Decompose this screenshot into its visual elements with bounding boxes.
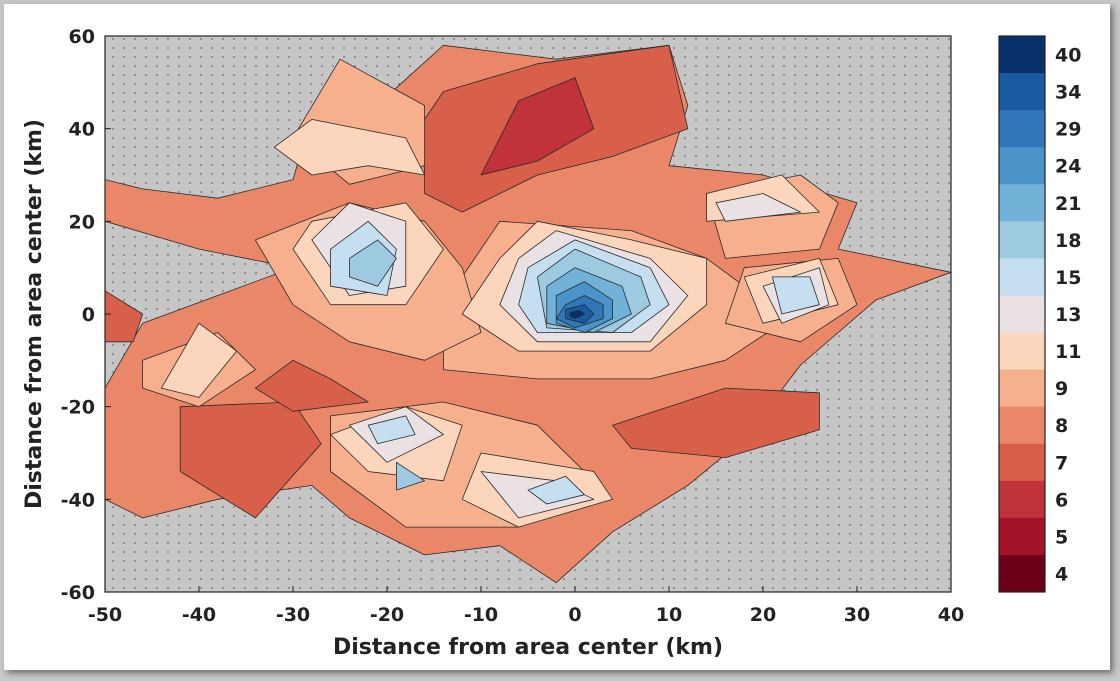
colorbar-swatch [999, 147, 1045, 185]
plot-area [104, 35, 952, 593]
contour-region-18 [348, 239, 397, 287]
colorbar-swatch [999, 443, 1045, 482]
colorbar-label: 18 [1055, 230, 1081, 252]
colorbar-label: 15 [1055, 267, 1081, 289]
contour-region-6 [480, 77, 595, 176]
contour-region-15 [527, 475, 585, 505]
contour-layer [105, 44, 951, 584]
x-tick-label: 10 [656, 604, 682, 626]
y-tick-label: 0 [82, 304, 95, 326]
y-tick-label: 40 [69, 119, 95, 141]
colorbar-swatch [999, 369, 1045, 408]
colorbar-border [998, 35, 1046, 593]
colorbar-swatch [999, 221, 1045, 259]
colorbar-label: 40 [1055, 45, 1081, 67]
y-tick-label: 20 [69, 211, 95, 233]
x-tick-label: -10 [464, 604, 498, 626]
y-tick-label: -60 [61, 582, 95, 604]
colorbar-swatch [999, 110, 1045, 148]
x-axis-label: Distance from area center (km) [333, 635, 723, 660]
x-tick-label: -20 [370, 604, 404, 626]
contour-region-11 [160, 322, 238, 398]
colorbar-label: 8 [1055, 415, 1068, 437]
y-tick-label: -40 [61, 489, 95, 511]
x-tick-label: 0 [568, 604, 581, 626]
colorbar-label: 4 [1055, 563, 1068, 585]
colorbar-swatch [999, 517, 1045, 556]
x-tick-label: -30 [276, 604, 310, 626]
contour-region-7 [612, 387, 820, 459]
x-tick-label: -40 [182, 604, 216, 626]
contour-region-11 [273, 119, 426, 176]
colorbar-label: 7 [1055, 452, 1068, 474]
contour-region-18 [395, 461, 426, 491]
contour-region-7 [179, 401, 322, 519]
colorbar-label: 9 [1055, 378, 1068, 400]
colorbar-swatch [999, 36, 1045, 74]
colorbar-swatch [999, 554, 1045, 593]
colorbar-swatch [999, 295, 1045, 334]
colorbar-label: 21 [1055, 193, 1081, 215]
contour-region-40 [569, 309, 585, 320]
x-tick-label: 30 [844, 604, 870, 626]
contour-region-7 [105, 290, 144, 343]
colorbar-swatch [999, 480, 1045, 519]
x-tick-label: 40 [938, 604, 964, 626]
contour-region-15 [367, 415, 416, 445]
colorbar: 40 34 29 24 21 18 15 13 11 9 8 7 6 5 4 [998, 35, 1081, 593]
colorbar-label: 24 [1055, 156, 1081, 178]
colorbar-label: 34 [1055, 82, 1081, 104]
colorbar-label: 6 [1055, 489, 1068, 511]
x-tick-label: 20 [750, 604, 776, 626]
colorbar-label: 29 [1055, 119, 1081, 141]
x-axis: -50 -40 -30 -20 -10 0 10 20 30 40 [88, 586, 964, 626]
y-axis-label: Distance from area center (km) [22, 119, 47, 509]
colorbar-swatch [999, 258, 1045, 296]
x-tick-label: -50 [88, 604, 122, 626]
y-tick-label: -20 [61, 397, 95, 419]
contour-region-15 [772, 276, 820, 315]
colorbar-label: 13 [1055, 304, 1081, 326]
contour-region-13 [715, 193, 801, 222]
y-axis: 60 40 20 0 -20 -40 -60 [61, 26, 111, 604]
colorbar-swatch [999, 406, 1045, 445]
colorbar-label: 5 [1055, 526, 1068, 548]
colorbar-label: 11 [1055, 341, 1081, 363]
y-tick-label: 60 [69, 26, 95, 48]
colorbar-swatch [999, 73, 1045, 111]
contour-region-7 [254, 359, 369, 412]
colorbar-swatch [999, 332, 1045, 371]
colorbar-swatch [999, 184, 1045, 222]
